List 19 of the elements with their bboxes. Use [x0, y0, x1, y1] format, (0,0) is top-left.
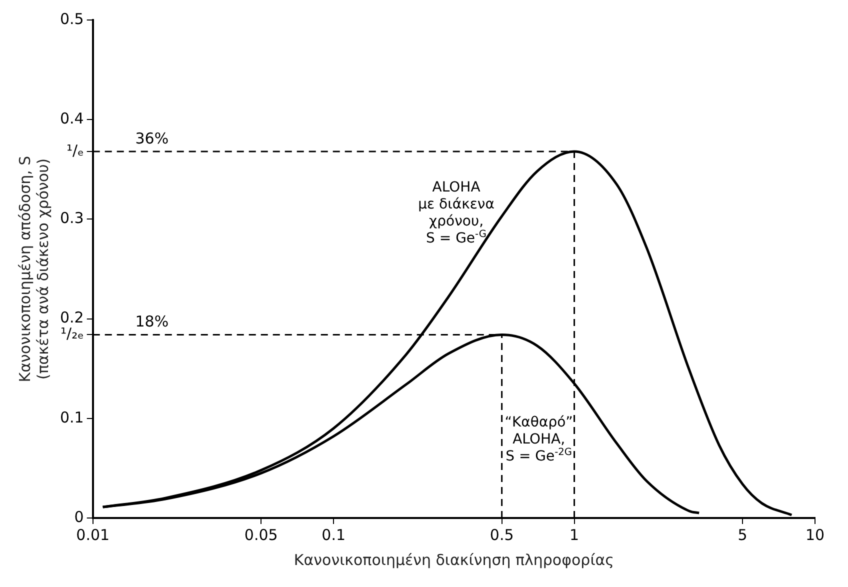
y-tick-label: ¹/ₑ [66, 141, 84, 160]
x-tick-label: 0.01 [76, 526, 110, 544]
y-tick-label: ¹/₂ₑ [60, 324, 84, 343]
x-tick-label: 1 [570, 526, 580, 544]
x-tick-label: 10 [805, 526, 825, 544]
y-axis-title: Κανονικοποιημένη απόδοση, S (πακέτα ανά διάκενο χρόνου) [16, 156, 52, 382]
y-tick-label: 0.2 [60, 308, 84, 327]
x-axis-title: Κανονικοποιημένη διακίνηση πληροφορίας [294, 550, 614, 569]
y-tick-label: 0.1 [60, 408, 84, 426]
y-tick-label: 0.5 [60, 10, 84, 28]
annotation: 18% [135, 312, 169, 331]
y-tick-label: 0.3 [60, 209, 84, 228]
x-tick-label: 0.5 [490, 526, 514, 544]
x-tick-label: 5 [738, 526, 748, 544]
annotation: 36% [135, 129, 169, 148]
y-tick-label: 0 [74, 508, 84, 526]
x-tick-label: 0.1 [322, 526, 346, 544]
x-tick-label: 0.05 [244, 526, 278, 544]
y-tick-label: 0.4 [60, 109, 84, 128]
